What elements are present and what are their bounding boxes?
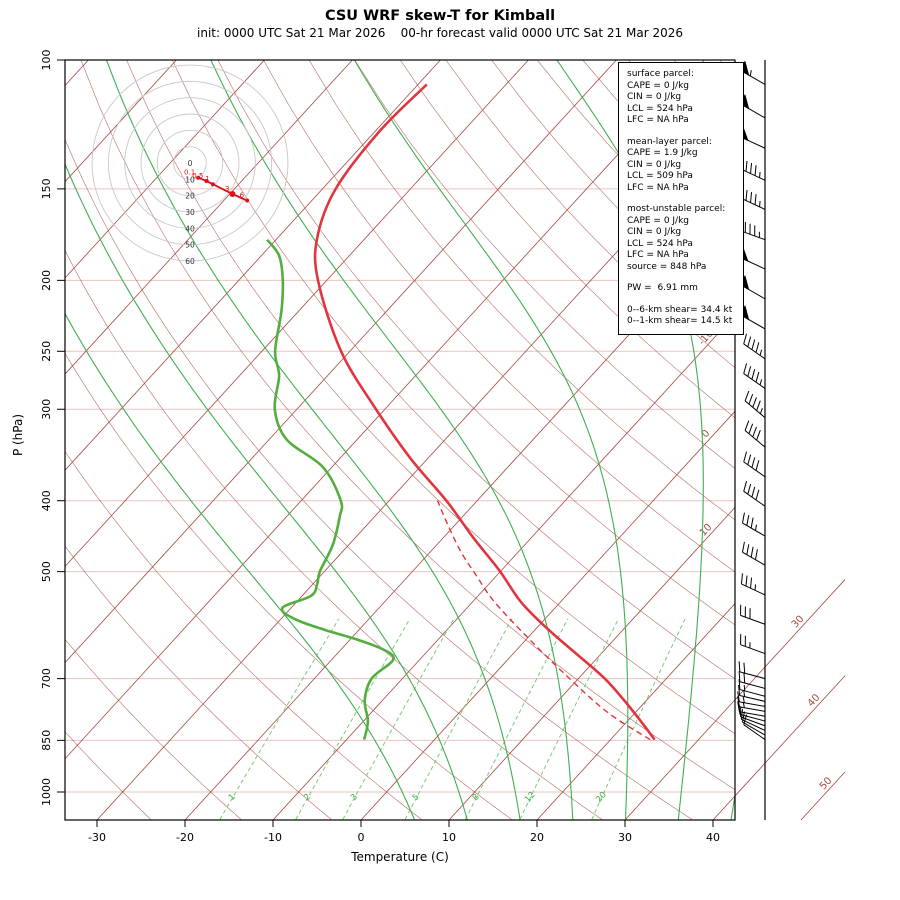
svg-text:30: 30 [185, 208, 195, 217]
chart-title: CSU WRF skew-T for Kimball [324, 8, 556, 24]
info-line: CAPE = 0 J/kg [627, 80, 690, 91]
svg-text:0: 0 [188, 159, 193, 168]
info-line: CIN = 0 J/kg [627, 159, 682, 170]
info-gap [627, 127, 739, 137]
info-gap [627, 295, 739, 305]
parcel-trace-curve [436, 500, 651, 741]
svg-text:8: 8 [471, 792, 482, 803]
temperature-curve [313, 83, 656, 741]
info-line: CIN = 0 J/kg [627, 227, 682, 237]
info-line: LCL = 509 hPa [627, 171, 693, 181]
plot-frame [64, 59, 736, 821]
svg-text:200: 200 [40, 270, 53, 291]
svg-text:-20: -20 [176, 831, 194, 844]
svg-text:700: 700 [40, 668, 53, 689]
svg-text:50: 50 [818, 775, 835, 792]
info-heading: mean-layer parcel: [627, 136, 712, 147]
info-line: CAPE = 1.9 J/kg [627, 148, 698, 158]
svg-text:0.5: 0.5 [192, 172, 203, 180]
info-line: 0--1-km shear= 14.5 kt [627, 316, 733, 326]
dewpoint-curve [266, 238, 395, 740]
svg-text:3: 3 [349, 792, 360, 803]
svg-text:10: 10 [442, 831, 456, 844]
svg-text:2: 2 [302, 792, 313, 803]
info-line: CIN = 0 J/kg [627, 92, 682, 102]
svg-text:400: 400 [40, 490, 53, 511]
parcel-info-box: surface parcel: CAPE = 0 J/kg CIN = 0 J/kg… [618, 62, 744, 335]
svg-text:3: 3 [225, 185, 229, 193]
svg-text:5: 5 [411, 792, 422, 803]
dry-adiabats [65, 60, 735, 820]
svg-text:1: 1 [205, 175, 209, 183]
svg-text:0.1: 0.1 [184, 169, 195, 177]
info-line: LCL = 524 hPa [627, 103, 693, 114]
svg-text:300: 300 [40, 399, 53, 420]
svg-text:1000: 1000 [40, 778, 53, 806]
info-line: 0--6-km shear= 34.4 kt [627, 304, 733, 315]
info-heading: most-unstable parcel: [627, 204, 726, 214]
x-axis-label: Temperature (C) [351, 850, 449, 864]
svg-text:10: 10 [185, 175, 195, 184]
info-line: PW = 6.91 mm [627, 283, 698, 293]
svg-text:0: 0 [358, 831, 365, 844]
svg-text:20: 20 [185, 192, 195, 201]
svg-text:250: 250 [40, 341, 53, 362]
info-line: LFC = NA hPa [627, 115, 689, 125]
info-heading: surface parcel: [627, 69, 694, 79]
svg-text:40: 40 [185, 224, 195, 233]
isotherms [65, 60, 735, 820]
svg-text:10: 10 [698, 522, 715, 539]
svg-text:850: 850 [40, 730, 53, 751]
mixing-ratio-lines [219, 618, 686, 820]
svg-text:40: 40 [806, 692, 823, 709]
info-line: LCL = 524 hPa [627, 238, 693, 249]
svg-text:30: 30 [790, 614, 807, 631]
svg-text:60: 60 [185, 257, 195, 266]
chart-subtitle: init: 0000 UTC Sat 21 Mar 2026 00-hr for… [197, 26, 683, 40]
svg-text:150: 150 [40, 178, 53, 199]
svg-text:-30: -30 [88, 831, 106, 844]
pressure-gridlines [65, 59, 735, 793]
svg-text:100: 100 [40, 50, 53, 71]
svg-text:500: 500 [40, 561, 53, 582]
info-line: CAPE = 0 J/kg [627, 215, 690, 226]
sounding-curves [266, 83, 656, 741]
info-line: LFC = NA hPa [627, 182, 689, 193]
info-gap [627, 273, 739, 283]
svg-text:1: 1 [227, 792, 238, 803]
svg-text:20: 20 [530, 831, 544, 844]
svg-text:-10: -10 [264, 831, 282, 844]
info-gap [627, 194, 739, 204]
svg-text:30: 30 [618, 831, 632, 844]
hodograph: 0 10 20 30 40 50 60 0.10.5 1 3 6 [91, 64, 289, 266]
info-line: source = 848 hPa [627, 261, 707, 272]
info-line: LFC = NA hPa [627, 250, 689, 260]
svg-text:6: 6 [240, 192, 245, 200]
svg-text:50: 50 [185, 241, 195, 250]
y-axis-label: P (hPa) [11, 413, 25, 457]
svg-text:40: 40 [706, 831, 720, 844]
